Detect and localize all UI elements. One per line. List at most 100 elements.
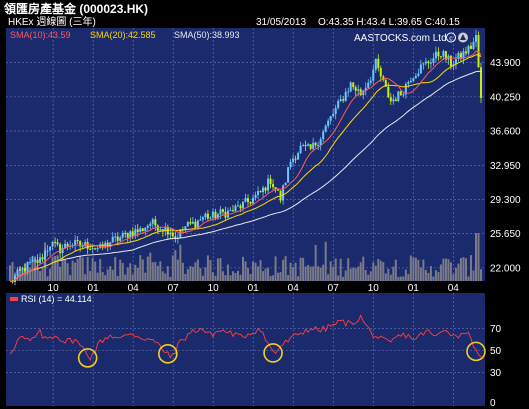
candle-body bbox=[56, 242, 59, 245]
volume-bar bbox=[29, 267, 32, 281]
candle-body bbox=[161, 229, 164, 232]
candle-body bbox=[49, 246, 52, 251]
candle-body bbox=[144, 227, 147, 232]
candle-body bbox=[219, 209, 222, 215]
volume-bar bbox=[101, 272, 104, 281]
candle-body bbox=[289, 161, 292, 168]
volume-bar bbox=[19, 266, 22, 281]
volume-bar bbox=[297, 276, 300, 281]
volume-bar bbox=[231, 271, 234, 281]
candle-body bbox=[342, 99, 345, 101]
volume-bar bbox=[427, 272, 430, 281]
candle-body bbox=[392, 99, 395, 102]
candle-body bbox=[407, 82, 410, 85]
volume-bar bbox=[151, 262, 154, 281]
volume-bar bbox=[467, 276, 470, 281]
volume-bar bbox=[196, 259, 199, 281]
candle-body bbox=[249, 201, 252, 204]
price-tick-label: 25.650 bbox=[490, 229, 521, 240]
volume-bar bbox=[447, 259, 450, 281]
copyright-icon: c bbox=[446, 32, 456, 43]
volume-bar bbox=[41, 268, 44, 281]
volume-bar bbox=[454, 267, 457, 281]
candle-body bbox=[327, 120, 330, 126]
volume-bar bbox=[74, 262, 77, 281]
volume-bar bbox=[302, 257, 305, 281]
candle-body bbox=[427, 61, 430, 64]
rsi-label: RSI (14) = 44.114 bbox=[21, 294, 92, 304]
rsi-tick-label: 30 bbox=[490, 368, 502, 379]
candle-body bbox=[126, 233, 129, 238]
candle-body bbox=[324, 125, 327, 132]
volume-bar bbox=[252, 261, 255, 281]
candle-body bbox=[269, 178, 272, 185]
candle-body bbox=[459, 53, 462, 59]
volume-bar bbox=[429, 266, 432, 281]
price-tick-label: 22.000 bbox=[490, 263, 521, 274]
time-tick-label: 07 bbox=[328, 283, 340, 294]
time-tick-label: 10 bbox=[208, 283, 220, 294]
candle-body bbox=[309, 144, 312, 149]
volume-bar bbox=[389, 274, 392, 281]
candle-body bbox=[412, 78, 415, 81]
chart-date: 31/05/2013 bbox=[256, 17, 306, 28]
volume-bar bbox=[221, 271, 224, 281]
volume-bar bbox=[154, 261, 157, 281]
sma50-label: SMA(50):38.993 bbox=[174, 30, 240, 40]
volume-bar bbox=[179, 244, 182, 281]
volume-bar bbox=[211, 272, 214, 281]
candle-body bbox=[89, 248, 92, 250]
volume-bar bbox=[49, 268, 52, 281]
candle-body bbox=[159, 229, 162, 231]
volume-bar bbox=[76, 258, 79, 281]
candle-body bbox=[382, 76, 385, 80]
volume-bar bbox=[287, 274, 290, 281]
volume-bar bbox=[209, 259, 212, 281]
volume-bar bbox=[372, 262, 375, 281]
volume-bar bbox=[264, 268, 267, 281]
candle-body bbox=[106, 242, 109, 247]
candle-body bbox=[449, 55, 452, 67]
candle-body bbox=[234, 205, 237, 212]
volume-bar bbox=[424, 270, 427, 281]
candle-body bbox=[79, 241, 82, 247]
volume-bar bbox=[199, 268, 202, 281]
candle-body bbox=[34, 259, 37, 261]
volume-bar bbox=[81, 257, 84, 281]
volume-bar bbox=[392, 266, 395, 281]
candle-body bbox=[201, 217, 204, 220]
candle-body bbox=[329, 116, 332, 121]
volume-bar bbox=[397, 276, 400, 281]
candle-body bbox=[387, 86, 390, 98]
chart-subtitle: HKEx 週線圖 (三年) bbox=[8, 15, 96, 28]
volume-bar bbox=[474, 233, 477, 281]
volume-bar bbox=[156, 265, 159, 281]
volume-bar bbox=[357, 266, 360, 281]
time-tick-label: 10 bbox=[368, 283, 380, 294]
volume-bar bbox=[282, 259, 285, 281]
volume-bar bbox=[359, 262, 362, 281]
volume-bar bbox=[347, 258, 350, 281]
candle-body bbox=[439, 56, 442, 58]
volume-bar bbox=[46, 276, 49, 281]
volume-bar bbox=[319, 267, 322, 281]
volume-bar bbox=[272, 275, 275, 281]
candle-body bbox=[236, 205, 239, 207]
candle-body bbox=[374, 58, 377, 70]
time-tick-label: 04 bbox=[288, 283, 300, 294]
volume-bar bbox=[452, 274, 455, 281]
candle-body bbox=[221, 209, 224, 212]
candle-body bbox=[184, 226, 187, 230]
candle-body bbox=[66, 243, 69, 247]
candle-body bbox=[332, 113, 335, 117]
volume-bar bbox=[349, 268, 352, 281]
volume-bar bbox=[299, 257, 302, 281]
candle-body bbox=[314, 142, 317, 146]
candle-body bbox=[369, 80, 372, 83]
candle-body bbox=[39, 257, 42, 263]
candle-body bbox=[254, 194, 257, 198]
candle-body bbox=[409, 80, 412, 83]
candle-body bbox=[111, 236, 114, 243]
volume-bar bbox=[181, 262, 184, 281]
candle-body bbox=[149, 223, 152, 226]
